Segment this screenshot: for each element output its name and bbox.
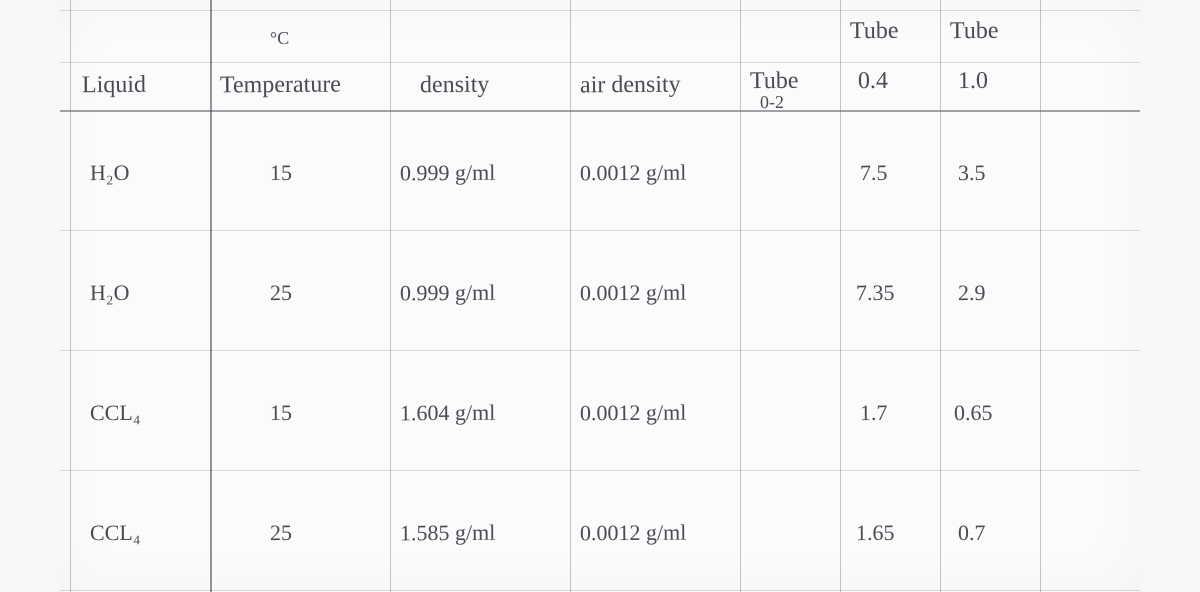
cell-tube-0-4: 1.65 <box>856 520 895 546</box>
cell-density: 0.999 g/ml <box>400 160 496 187</box>
col-header-density: density <box>420 72 490 99</box>
cell-density: 1.585 g/ml <box>400 520 496 547</box>
cell-temperature: 25 <box>270 280 292 306</box>
cell-liquid: H₂O <box>90 280 130 306</box>
cell-tube-1-0: 0.65 <box>954 400 993 426</box>
cell-tube-1-0: 0.7 <box>958 520 986 546</box>
col-subheader-1-0: 1.0 <box>958 68 988 95</box>
col-subheader-0-2: 0-2 <box>760 92 784 113</box>
cell-density: 0.999 g/ml <box>400 280 496 307</box>
cell-temperature: 25 <box>270 520 292 546</box>
col-header-tube-0-4-top: Tube <box>850 18 899 45</box>
cell-air-density: 0.0012 g/ml <box>580 400 687 427</box>
col-subheader-0-4: 0.4 <box>858 68 888 95</box>
cell-temperature: 15 <box>270 400 292 426</box>
col-header-liquid: Liquid <box>82 72 146 99</box>
cell-tube-0-4: 7.35 <box>856 280 895 306</box>
col-header-air-density: air density <box>580 72 681 100</box>
cell-air-density: 0.0012 g/ml <box>580 160 687 187</box>
col-header-temperature: Temperature <box>220 72 341 100</box>
cell-liquid: CCL₄ <box>90 400 141 426</box>
cell-liquid: H₂O <box>90 160 130 186</box>
cell-tube-0-4: 7.5 <box>860 160 888 186</box>
col-header-tube-1-0-top: Tube <box>950 18 999 45</box>
paper-sheet: °C Tube Tube Liquid Temperature density … <box>60 0 1140 592</box>
cell-temperature: 15 <box>270 160 292 186</box>
cell-air-density: 0.0012 g/ml <box>580 520 687 547</box>
cell-tube-1-0: 2.9 <box>958 280 986 306</box>
cell-tube-0-4: 1.7 <box>860 400 888 426</box>
cell-liquid: CCL₄ <box>90 520 141 546</box>
cell-tube-1-0: 3.5 <box>958 160 986 186</box>
cell-air-density: 0.0012 g/ml <box>580 280 687 307</box>
cell-density: 1.604 g/ml <box>400 400 496 427</box>
unit-label: °C <box>270 28 289 49</box>
